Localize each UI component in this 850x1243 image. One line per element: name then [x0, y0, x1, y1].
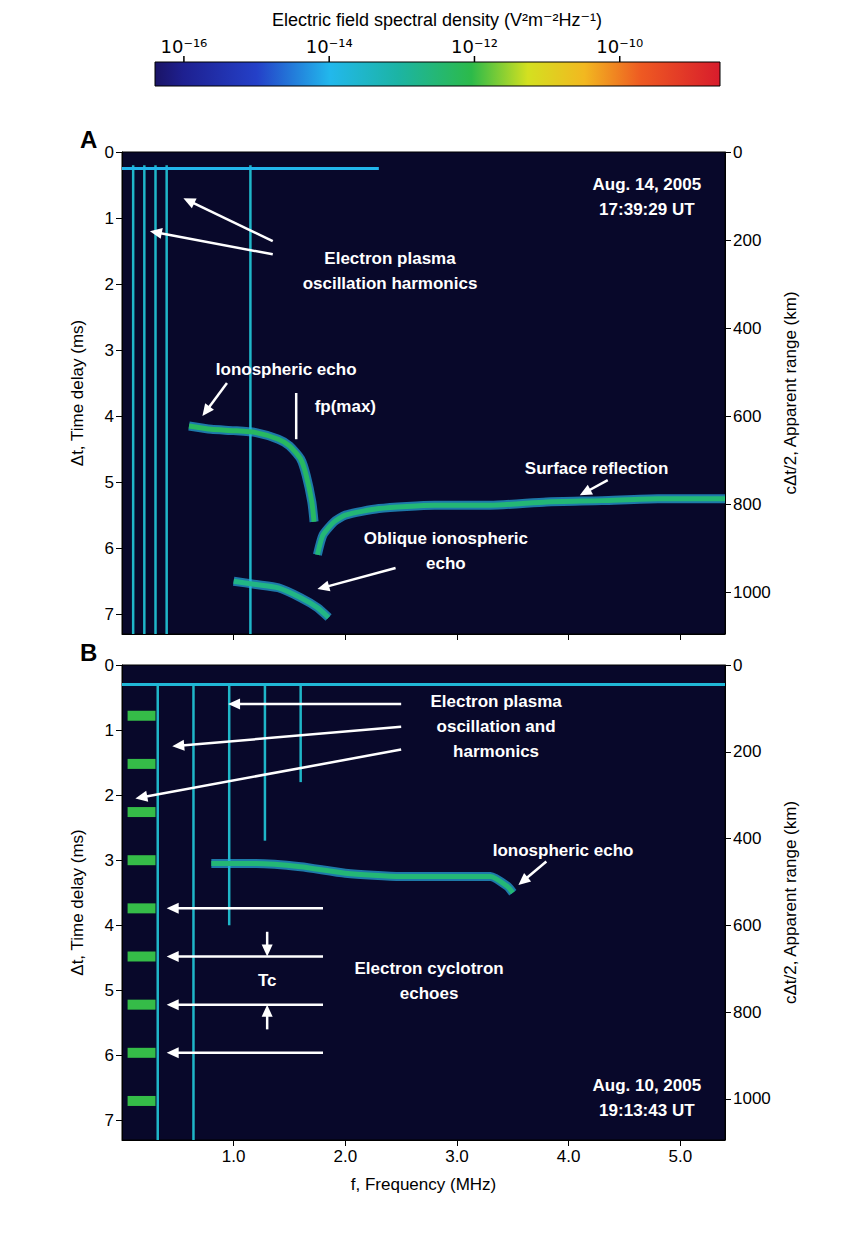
- svg-text:17:39:29 UT: 17:39:29 UT: [599, 200, 695, 219]
- svg-text:Oblique ionospheric: Oblique ionospheric: [364, 529, 528, 548]
- svg-text:0: 0: [733, 656, 742, 675]
- svg-text:200: 200: [733, 742, 761, 761]
- svg-text:10⁻¹⁰: 10⁻¹⁰: [596, 36, 643, 57]
- svg-text:0: 0: [733, 143, 742, 162]
- svg-text:600: 600: [733, 916, 761, 935]
- svg-text:3: 3: [105, 851, 114, 870]
- svg-text:10⁻¹²: 10⁻¹²: [451, 36, 498, 57]
- svg-text:Electron plasma: Electron plasma: [324, 249, 456, 268]
- svg-text:7: 7: [105, 605, 114, 624]
- svg-text:echoes: echoes: [400, 984, 459, 1003]
- svg-text:echo: echo: [426, 554, 466, 573]
- svg-text:2: 2: [105, 275, 114, 294]
- svg-text:1000: 1000: [733, 583, 771, 602]
- svg-text:1.0: 1.0: [222, 1147, 246, 1166]
- svg-text:600: 600: [733, 407, 761, 426]
- svg-text:5.0: 5.0: [669, 1147, 693, 1166]
- svg-text:5: 5: [105, 473, 114, 492]
- svg-text:2.0: 2.0: [334, 1147, 358, 1166]
- svg-text:4.0: 4.0: [557, 1147, 581, 1166]
- svg-text:1: 1: [105, 209, 114, 228]
- svg-text:4: 4: [105, 407, 114, 426]
- svg-text:7: 7: [105, 1111, 114, 1130]
- svg-text:harmonics: harmonics: [453, 742, 539, 761]
- svg-text:oscillation harmonics: oscillation harmonics: [303, 274, 478, 293]
- svg-text:400: 400: [733, 829, 761, 848]
- svg-text:Aug. 10, 2005: Aug. 10, 2005: [592, 1076, 701, 1095]
- svg-text:10⁻¹⁴: 10⁻¹⁴: [306, 36, 353, 57]
- svg-text:4: 4: [105, 916, 114, 935]
- svg-text:3.0: 3.0: [445, 1147, 469, 1166]
- svg-text:A: A: [80, 126, 97, 153]
- svg-text:Ionospheric echo: Ionospheric echo: [493, 841, 634, 860]
- svg-text:800: 800: [733, 1003, 761, 1022]
- svg-text:Δt, Time delay (ms): Δt, Time delay (ms): [68, 320, 87, 466]
- svg-text:Tc: Tc: [258, 971, 277, 990]
- svg-text:Ionospheric echo: Ionospheric echo: [216, 360, 357, 379]
- svg-text:6: 6: [105, 539, 114, 558]
- svg-text:200: 200: [733, 231, 761, 250]
- svg-text:800: 800: [733, 495, 761, 514]
- svg-text:Electron cyclotron: Electron cyclotron: [354, 959, 503, 978]
- svg-text:6: 6: [105, 1046, 114, 1065]
- svg-text:Surface reflection: Surface reflection: [525, 459, 669, 478]
- svg-text:fp(max): fp(max): [315, 397, 376, 416]
- svg-text:0: 0: [105, 143, 114, 162]
- svg-text:0: 0: [105, 656, 114, 675]
- svg-text:1: 1: [105, 721, 114, 740]
- svg-text:cΔt/2, Apparent range (km): cΔt/2, Apparent range (km): [781, 291, 800, 494]
- svg-text:Aug. 14, 2005: Aug. 14, 2005: [592, 175, 701, 194]
- svg-text:Electron plasma: Electron plasma: [430, 692, 562, 711]
- svg-text:f, Frequency (MHz): f, Frequency (MHz): [351, 1175, 496, 1194]
- svg-text:oscillation and: oscillation and: [437, 717, 556, 736]
- svg-text:10⁻¹⁶: 10⁻¹⁶: [160, 36, 207, 57]
- svg-text:5: 5: [105, 981, 114, 1000]
- svg-text:19:13:43 UT: 19:13:43 UT: [599, 1101, 695, 1120]
- svg-text:2: 2: [105, 786, 114, 805]
- svg-text:B: B: [80, 639, 97, 666]
- svg-text:3: 3: [105, 341, 114, 360]
- svg-text:Δt, Time delay (ms): Δt, Time delay (ms): [68, 829, 87, 975]
- svg-text:400: 400: [733, 319, 761, 338]
- svg-text:cΔt/2, Apparent range (km): cΔt/2, Apparent range (km): [781, 801, 800, 1004]
- svg-text:Electric field spectral densit: Electric field spectral density (V²m⁻²Hz…: [272, 10, 602, 30]
- svg-text:1000: 1000: [733, 1089, 771, 1108]
